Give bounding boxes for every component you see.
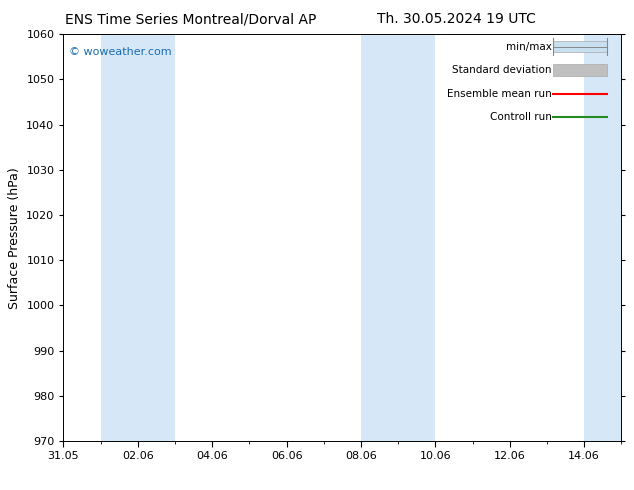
Bar	[361, 34, 436, 441]
Text: Controll run: Controll run	[489, 112, 552, 122]
Text: Standard deviation: Standard deviation	[452, 65, 552, 75]
Bar	[553, 64, 607, 76]
Text: © woweather.com: © woweather.com	[69, 47, 172, 56]
Text: ENS Time Series Montreal/Dorval AP: ENS Time Series Montreal/Dorval AP	[65, 12, 316, 26]
Bar	[584, 34, 621, 441]
Bar	[101, 34, 175, 441]
Text: min/max: min/max	[506, 42, 552, 51]
Text: Th. 30.05.2024 19 UTC: Th. 30.05.2024 19 UTC	[377, 12, 536, 26]
Text: Ensemble mean run: Ensemble mean run	[447, 89, 552, 98]
Bar	[553, 42, 607, 51]
Y-axis label: Surface Pressure (hPa): Surface Pressure (hPa)	[8, 167, 21, 309]
Title: ENS Time Series Montreal/Dorval AP     Th. 30.05.2024 19 UTC: ENS Time Series Montreal/Dorval AP Th. 3…	[0, 489, 1, 490]
